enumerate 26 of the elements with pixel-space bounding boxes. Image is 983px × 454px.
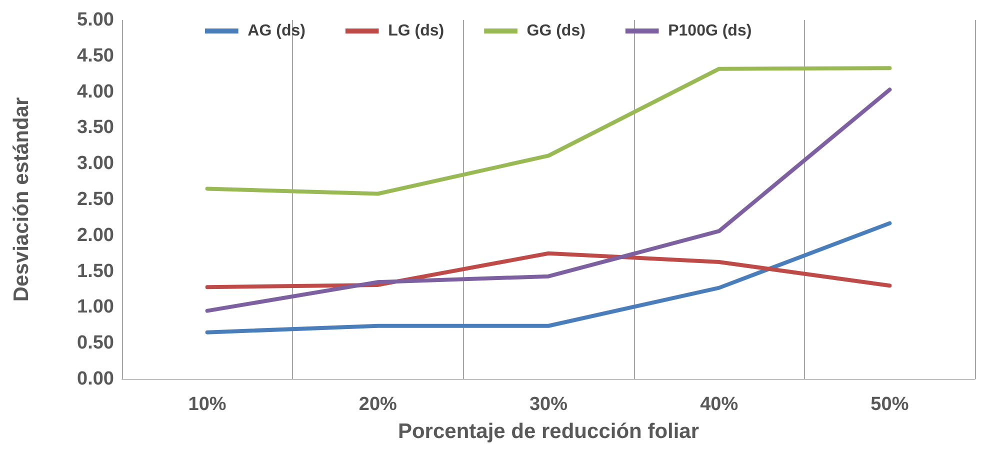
x-axis-title: Porcentaje de reducción foliar xyxy=(398,420,700,443)
x-tick-label: 40% xyxy=(700,394,738,415)
line-series xyxy=(205,88,892,313)
y-tick-label: 3.00 xyxy=(77,153,114,174)
line-series xyxy=(205,66,892,196)
y-tick-label: 4.50 xyxy=(77,45,114,66)
line-series xyxy=(205,251,892,290)
legend-label: P100G (ds) xyxy=(668,22,752,40)
line-series xyxy=(205,221,892,334)
x-tick-label: 10% xyxy=(188,394,226,415)
y-axis-title: Desviación estándar xyxy=(10,97,33,302)
y-tick-label: 2.00 xyxy=(77,224,114,246)
legend-label: AG (ds) xyxy=(248,22,306,40)
y-tick-label: 0.50 xyxy=(77,332,114,354)
x-tick-label: 20% xyxy=(358,394,398,415)
y-tick-label: 1.00 xyxy=(77,296,114,318)
y-tick-label: 3.50 xyxy=(77,117,114,138)
legend-label: LG (ds) xyxy=(388,22,444,40)
legend-label: GG (ds) xyxy=(526,22,586,40)
y-tick-label: 1.50 xyxy=(77,260,114,282)
y-tick-label: 0.00 xyxy=(77,368,114,390)
x-tick-label: 30% xyxy=(529,394,568,415)
y-tick-label: 4.00 xyxy=(77,81,114,102)
x-tick-label: 50% xyxy=(870,394,909,415)
y-tick-label: 2.50 xyxy=(77,189,114,210)
y-tick-label: 5.00 xyxy=(77,10,114,30)
